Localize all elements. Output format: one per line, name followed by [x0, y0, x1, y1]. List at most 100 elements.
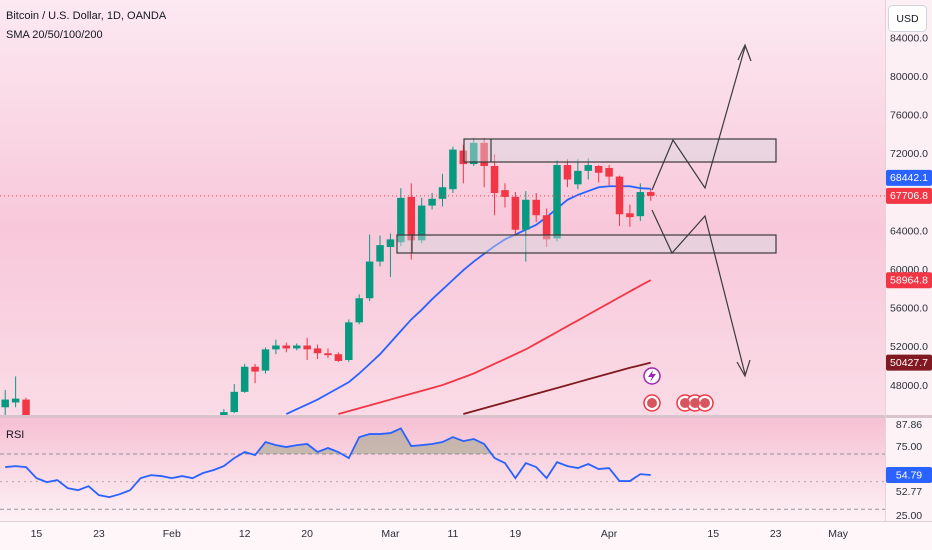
indicator-label: SMA 20/50/100/200 [6, 29, 103, 41]
candle-body [220, 412, 228, 415]
time-tick-label: 23 [770, 528, 782, 540]
price-pane [0, 0, 885, 415]
candle-body [230, 391, 239, 413]
candle-body [240, 366, 249, 392]
candle-body [449, 149, 457, 190]
candle-body [345, 322, 353, 360]
price-badge [886, 354, 932, 371]
sma-line [463, 361, 651, 415]
candle-body [480, 142, 488, 166]
candle-body [324, 353, 332, 356]
bull-path [651, 46, 746, 191]
candle-body [1, 399, 9, 408]
time-tick-label: Mar [381, 528, 400, 540]
candle-body [542, 215, 551, 240]
candle-body [626, 213, 634, 218]
candle-body [303, 345, 311, 350]
time-tick-label: 15 [707, 528, 719, 540]
candle-body [459, 150, 468, 165]
time-tick-label: 15 [31, 528, 43, 540]
candle-body [490, 166, 499, 194]
price-marks [0, 138, 885, 415]
candle-body [407, 196, 416, 241]
drawings [396, 43, 777, 378]
event-icon-glyph [648, 370, 656, 382]
price-tick-label: 76000.0 [890, 110, 928, 122]
price-badge-label: 58964.8 [890, 275, 928, 287]
candle-body [646, 192, 655, 196]
support-zone [396, 234, 777, 254]
candle-body [11, 398, 20, 403]
candle-body [636, 192, 645, 217]
candle-body [251, 366, 259, 372]
candle-body [615, 176, 624, 215]
price-axis-bg [885, 0, 932, 415]
candle-body [261, 349, 270, 371]
candle-body [22, 399, 30, 415]
rsi-marks [0, 427, 885, 510]
price-tick-label: 48000.0 [890, 380, 928, 392]
time-tick-label: May [828, 528, 849, 540]
candle-body [334, 354, 343, 361]
time-tick-label: 19 [510, 528, 522, 540]
price-tick-label: 84000.0 [890, 32, 928, 44]
flag-glyph [680, 398, 690, 408]
symbol-title: Bitcoin / U.S. Dollar, 1D, OANDA [6, 10, 167, 22]
candle-body [313, 348, 322, 354]
candle-body [438, 187, 447, 199]
candle-body [272, 345, 280, 350]
price-tick-label: 72000.0 [890, 148, 928, 160]
time-tick-label: Feb [163, 528, 181, 540]
time-tick-label: 23 [93, 528, 105, 540]
candle-body [376, 245, 384, 262]
candle-body [563, 165, 572, 180]
price-tick-label: 52000.0 [890, 341, 928, 353]
candle-body [553, 165, 561, 239]
candle-body [511, 196, 520, 230]
sma-line [285, 185, 651, 415]
rsi-title: RSI [6, 429, 24, 441]
candle-body [365, 261, 374, 299]
flag-glyph [690, 398, 700, 408]
candle-body [355, 298, 363, 323]
rsi-badge [886, 466, 932, 483]
flag-glyph [700, 398, 710, 408]
currency-label[interactable]: USD [896, 13, 919, 25]
price-tick-label: 80000.0 [890, 71, 928, 83]
rsi-line [5, 427, 651, 499]
sma-line [338, 279, 652, 415]
price-badge [886, 187, 932, 204]
price-badge-label: 68442.1 [890, 172, 928, 184]
price-badge [886, 169, 932, 186]
time-tick-label: 20 [301, 528, 313, 540]
candle-body [397, 197, 405, 243]
arrow-head [737, 43, 752, 62]
candle-body [282, 345, 291, 349]
candle-body [584, 165, 593, 171]
rsi-badge-label: 54.79 [896, 469, 922, 481]
candle-body [532, 199, 540, 216]
price-badge [886, 272, 932, 289]
rsi-tick-label: 25.00 [896, 510, 922, 522]
candle-body [594, 166, 603, 173]
time-tick-label: 11 [447, 528, 458, 540]
currency-button[interactable]: USD [888, 5, 927, 32]
time-tick-label: Apr [601, 528, 618, 540]
candle-body [574, 170, 582, 185]
candle-body [428, 198, 436, 206]
candle-body [469, 142, 478, 165]
price-tick-label: 56000.0 [890, 303, 928, 315]
rsi-pane [0, 418, 885, 521]
rsi-tick-label: 75.00 [896, 441, 922, 453]
candle-body [605, 167, 613, 177]
price-tick-label: 64000.0 [890, 225, 928, 237]
price-badge-label: 67706.8 [890, 190, 928, 202]
candle-body [292, 345, 301, 349]
resistance-zone [463, 138, 777, 163]
candle-body [501, 190, 509, 197]
flag-glyph [647, 398, 657, 408]
event-icons[interactable] [643, 367, 714, 412]
currency-button-frame[interactable] [888, 5, 927, 32]
candle-body [386, 239, 395, 248]
